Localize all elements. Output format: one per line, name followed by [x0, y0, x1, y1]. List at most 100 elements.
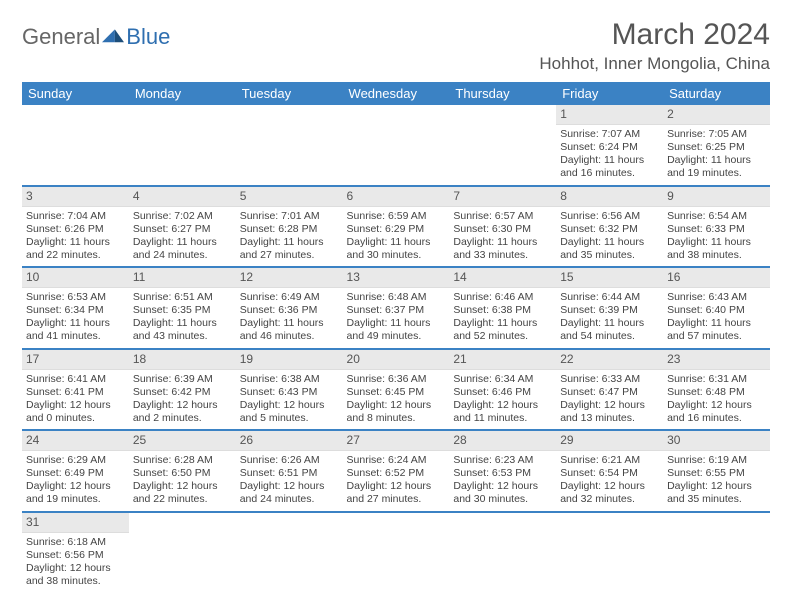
day-number: 29 [556, 431, 663, 451]
day-line: Daylight: 12 hours [347, 480, 446, 493]
calendar-cell: 2Sunrise: 7:05 AMSunset: 6:25 PMDaylight… [663, 105, 770, 186]
day-line: Sunset: 6:47 PM [560, 386, 659, 399]
day-line: and 19 minutes. [667, 167, 766, 180]
calendar-cell: 3Sunrise: 7:04 AMSunset: 6:26 PMDaylight… [22, 186, 129, 268]
day-line: and 54 minutes. [560, 330, 659, 343]
day-line: Sunset: 6:27 PM [133, 223, 232, 236]
day-line: Daylight: 12 hours [133, 399, 232, 412]
day-line: Sunrise: 6:53 AM [26, 291, 125, 304]
day-line: and 24 minutes. [133, 249, 232, 262]
calendar-cell: 26Sunrise: 6:26 AMSunset: 6:51 PMDayligh… [236, 430, 343, 512]
day-number: 28 [449, 431, 556, 451]
day-line: Daylight: 11 hours [560, 154, 659, 167]
calendar-cell: 17Sunrise: 6:41 AMSunset: 6:41 PMDayligh… [22, 349, 129, 431]
day-line: and 11 minutes. [453, 412, 552, 425]
day-line: Daylight: 12 hours [347, 399, 446, 412]
day-line: Daylight: 11 hours [240, 236, 339, 249]
day-line: Daylight: 11 hours [453, 236, 552, 249]
calendar-cell: 13Sunrise: 6:48 AMSunset: 6:37 PMDayligh… [343, 267, 450, 349]
day-number: 8 [556, 187, 663, 207]
day-line: Sunset: 6:37 PM [347, 304, 446, 317]
day-number: 6 [343, 187, 450, 207]
day-line: Daylight: 12 hours [133, 480, 232, 493]
day-line: Sunrise: 6:39 AM [133, 373, 232, 386]
calendar-cell [236, 105, 343, 186]
day-line: Sunrise: 6:34 AM [453, 373, 552, 386]
day-header: Saturday [663, 82, 770, 105]
day-line: Sunrise: 6:29 AM [26, 454, 125, 467]
calendar-cell [556, 512, 663, 593]
day-line: and 41 minutes. [26, 330, 125, 343]
day-line: Sunset: 6:42 PM [133, 386, 232, 399]
day-line: Sunrise: 6:18 AM [26, 536, 125, 549]
day-line: and 35 minutes. [560, 249, 659, 262]
day-body: Sunrise: 6:18 AMSunset: 6:56 PMDaylight:… [22, 533, 129, 593]
day-body: Sunrise: 6:21 AMSunset: 6:54 PMDaylight:… [556, 451, 663, 511]
day-body: Sunrise: 6:36 AMSunset: 6:45 PMDaylight:… [343, 370, 450, 430]
day-line: Sunset: 6:49 PM [26, 467, 125, 480]
calendar-cell: 5Sunrise: 7:01 AMSunset: 6:28 PMDaylight… [236, 186, 343, 268]
calendar-cell: 14Sunrise: 6:46 AMSunset: 6:38 PMDayligh… [449, 267, 556, 349]
calendar-cell: 19Sunrise: 6:38 AMSunset: 6:43 PMDayligh… [236, 349, 343, 431]
day-number: 16 [663, 268, 770, 288]
day-line: Sunset: 6:56 PM [26, 549, 125, 562]
day-line: and 8 minutes. [347, 412, 446, 425]
day-line: Sunset: 6:51 PM [240, 467, 339, 480]
day-line: Sunrise: 6:59 AM [347, 210, 446, 223]
day-line: and 22 minutes. [133, 493, 232, 506]
day-number: 22 [556, 350, 663, 370]
day-number: 18 [129, 350, 236, 370]
day-line: Sunrise: 6:31 AM [667, 373, 766, 386]
day-line: and 19 minutes. [26, 493, 125, 506]
day-number: 4 [129, 187, 236, 207]
calendar-cell: 8Sunrise: 6:56 AMSunset: 6:32 PMDaylight… [556, 186, 663, 268]
day-line: and 16 minutes. [560, 167, 659, 180]
day-number: 23 [663, 350, 770, 370]
calendar-cell: 25Sunrise: 6:28 AMSunset: 6:50 PMDayligh… [129, 430, 236, 512]
day-line: Sunrise: 6:57 AM [453, 210, 552, 223]
day-body: Sunrise: 6:51 AMSunset: 6:35 PMDaylight:… [129, 288, 236, 348]
day-line: Daylight: 11 hours [347, 317, 446, 330]
day-body: Sunrise: 6:39 AMSunset: 6:42 PMDaylight:… [129, 370, 236, 430]
logo-text-2: Blue [126, 24, 170, 50]
day-line: Daylight: 11 hours [26, 317, 125, 330]
day-line: Sunrise: 6:54 AM [667, 210, 766, 223]
day-line: Sunset: 6:41 PM [26, 386, 125, 399]
day-number: 1 [556, 105, 663, 125]
calendar-cell [236, 512, 343, 593]
calendar-cell [129, 512, 236, 593]
day-line: Sunrise: 6:28 AM [133, 454, 232, 467]
day-body: Sunrise: 6:43 AMSunset: 6:40 PMDaylight:… [663, 288, 770, 348]
calendar-cell: 20Sunrise: 6:36 AMSunset: 6:45 PMDayligh… [343, 349, 450, 431]
logo-text-1: General [22, 24, 100, 50]
day-line: Sunrise: 7:05 AM [667, 128, 766, 141]
calendar-cell: 27Sunrise: 6:24 AMSunset: 6:52 PMDayligh… [343, 430, 450, 512]
day-body: Sunrise: 6:46 AMSunset: 6:38 PMDaylight:… [449, 288, 556, 348]
day-number: 24 [22, 431, 129, 451]
day-line: Sunset: 6:32 PM [560, 223, 659, 236]
day-header: Thursday [449, 82, 556, 105]
day-line: Daylight: 11 hours [26, 236, 125, 249]
day-line: and 24 minutes. [240, 493, 339, 506]
header: General Blue March 2024 [22, 18, 770, 52]
calendar-week: 1Sunrise: 7:07 AMSunset: 6:24 PMDaylight… [22, 105, 770, 186]
day-line: and 27 minutes. [240, 249, 339, 262]
day-line: Daylight: 12 hours [667, 399, 766, 412]
calendar-cell [449, 105, 556, 186]
day-line: Daylight: 12 hours [26, 480, 125, 493]
calendar-cell [449, 512, 556, 593]
day-line: and 5 minutes. [240, 412, 339, 425]
day-body: Sunrise: 7:04 AMSunset: 6:26 PMDaylight:… [22, 207, 129, 267]
day-line: Sunset: 6:45 PM [347, 386, 446, 399]
day-line: Sunrise: 6:56 AM [560, 210, 659, 223]
day-header: Monday [129, 82, 236, 105]
day-line: and 2 minutes. [133, 412, 232, 425]
day-line: and 38 minutes. [26, 575, 125, 588]
day-line: Daylight: 11 hours [667, 317, 766, 330]
day-line: and 16 minutes. [667, 412, 766, 425]
day-number: 9 [663, 187, 770, 207]
day-header: Tuesday [236, 82, 343, 105]
day-line: Sunset: 6:39 PM [560, 304, 659, 317]
page-title: March 2024 [612, 18, 770, 52]
day-line: Sunrise: 6:48 AM [347, 291, 446, 304]
